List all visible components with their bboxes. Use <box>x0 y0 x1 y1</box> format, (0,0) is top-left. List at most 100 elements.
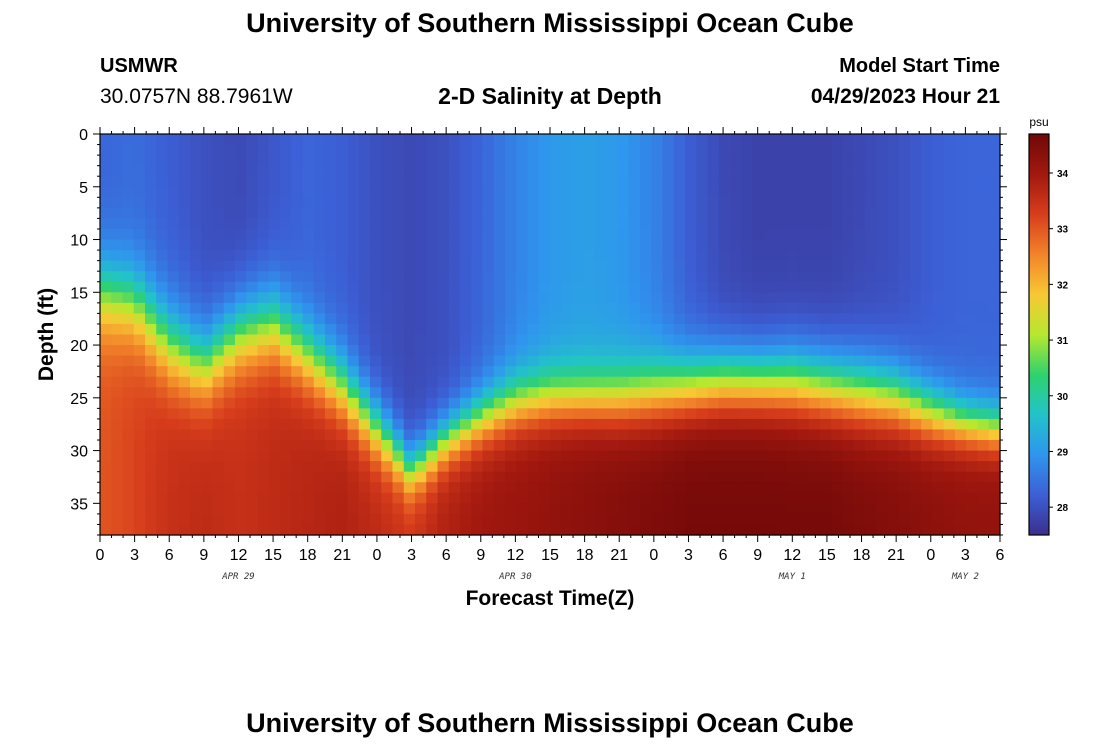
heatmap-cell <box>921 176 934 188</box>
heatmap-cell <box>910 334 922 346</box>
heatmap-cell <box>325 440 337 452</box>
heatmap-cell <box>145 134 157 146</box>
heatmap-cell <box>730 482 742 494</box>
heatmap-cell <box>640 260 652 272</box>
heatmap-cell <box>257 302 270 314</box>
heatmap-cell <box>865 366 877 378</box>
heatmap-cell <box>572 176 585 188</box>
heatmap-cell <box>100 218 112 230</box>
heatmap-cell <box>673 334 686 346</box>
heatmap-cell <box>381 482 394 494</box>
heatmap-cell <box>156 387 169 399</box>
heatmap-cell <box>257 281 270 293</box>
heatmap-cell <box>685 450 697 462</box>
heatmap-cell <box>257 524 270 536</box>
heatmap-cell <box>685 207 697 220</box>
heatmap-cell <box>460 345 472 357</box>
heatmap-cell <box>190 492 202 504</box>
heatmap-cell <box>201 250 214 262</box>
heatmap-cell <box>235 461 247 473</box>
heatmap-cell <box>887 250 900 262</box>
heatmap-cell <box>831 355 844 367</box>
heatmap-cell <box>347 313 360 325</box>
heatmap-cell <box>696 134 709 146</box>
heatmap-cell <box>550 471 562 483</box>
heatmap-cell <box>797 408 810 420</box>
heatmap-cell <box>853 492 866 504</box>
heatmap-cell <box>156 397 169 409</box>
heatmap-cell <box>876 250 889 262</box>
heatmap-cell <box>921 513 934 526</box>
heatmap-cell <box>291 239 304 251</box>
heatmap-cell <box>280 345 292 357</box>
heatmap-cell <box>145 176 157 188</box>
heatmap-cell <box>190 260 202 272</box>
heatmap-cell <box>718 503 731 515</box>
heatmap-cell <box>358 492 371 504</box>
heatmap-cell <box>955 482 967 494</box>
heatmap-cell <box>640 292 652 304</box>
heatmap-cell <box>145 313 157 325</box>
heatmap-cell <box>336 197 349 209</box>
heatmap-cell <box>505 461 517 473</box>
heatmap-cell <box>955 302 967 314</box>
heatmap-cell <box>775 492 787 504</box>
heatmap-cell <box>910 260 922 272</box>
heatmap-cell <box>246 471 259 483</box>
heatmap-cell <box>280 355 292 367</box>
heatmap-cell <box>617 302 630 314</box>
heatmap-cell <box>302 239 315 251</box>
heatmap-cell <box>280 450 292 462</box>
heatmap-cell <box>572 144 585 156</box>
heatmap-cell <box>977 207 990 220</box>
heatmap-cell <box>347 281 360 293</box>
heatmap-cell <box>325 323 337 336</box>
heatmap-cell <box>955 271 967 283</box>
heatmap-cell <box>561 292 574 304</box>
heatmap-cell <box>955 228 967 241</box>
heatmap-cell <box>212 461 225 473</box>
heatmap-cell <box>516 313 529 325</box>
heatmap-cell <box>752 387 765 399</box>
heatmap-cell <box>955 524 967 536</box>
heatmap-cell <box>977 450 990 462</box>
heatmap-cell <box>190 292 202 304</box>
heatmap-cell <box>302 165 315 177</box>
heatmap-cell <box>190 239 202 251</box>
heatmap-cell <box>223 292 236 304</box>
heatmap-cell <box>628 197 641 209</box>
heatmap-cell <box>718 155 731 167</box>
heatmap-cell <box>313 513 326 526</box>
heatmap-cell <box>358 376 371 388</box>
heatmap-cell <box>797 271 810 283</box>
heatmap-cell <box>493 228 506 241</box>
heatmap-cell <box>763 218 776 230</box>
heatmap-cell <box>122 429 135 441</box>
heatmap-cell <box>257 345 270 357</box>
heatmap-cell <box>347 186 360 198</box>
heatmap-cell <box>493 482 506 494</box>
heatmap-cell <box>302 429 315 441</box>
heatmap-cell <box>876 271 889 283</box>
heatmap-cell <box>426 397 439 409</box>
heatmap-cell <box>583 134 596 146</box>
heatmap-cell <box>561 323 574 336</box>
heatmap-cell <box>763 429 776 441</box>
heatmap-cell <box>775 387 787 399</box>
heatmap-cell <box>898 207 911 220</box>
heatmap-cell <box>887 524 900 536</box>
colorbar-tick-label: 32 <box>1057 280 1069 291</box>
heatmap-cell <box>550 292 562 304</box>
heatmap-cell <box>696 334 709 346</box>
heatmap-cell <box>437 513 450 526</box>
heatmap-cell <box>617 323 630 336</box>
heatmap-cell <box>786 366 799 378</box>
heatmap-cell <box>111 323 124 336</box>
heatmap-cell <box>898 408 911 420</box>
heatmap-cell <box>122 524 135 536</box>
heatmap-cell <box>212 197 225 209</box>
heatmap-cell <box>493 250 506 262</box>
heatmap-cell <box>471 387 484 399</box>
heatmap-cell <box>437 471 450 483</box>
heatmap-cell <box>977 418 990 431</box>
